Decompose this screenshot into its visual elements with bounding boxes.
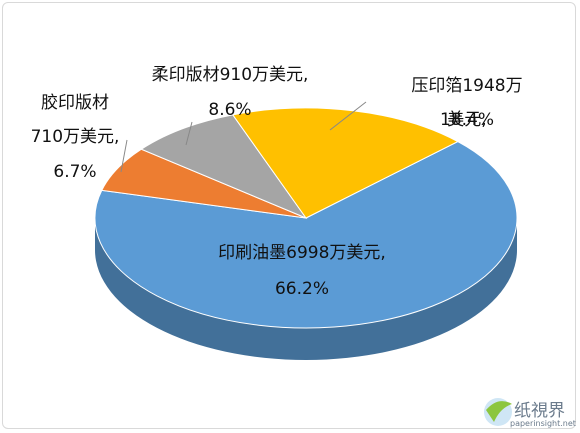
pie-slice [140, 114, 308, 220]
leader-line [329, 101, 367, 131]
logo-leaf [486, 401, 512, 422]
pie [94, 107, 518, 360]
data-label-value: 66.2% [274, 279, 330, 299]
pie-slice [231, 107, 459, 219]
data-label-name: 柔印版材910万美元, [151, 65, 309, 85]
leader-line [185, 121, 193, 146]
frame [2, 2, 576, 429]
data-label-name: 胶印版材 710万美元, [30, 93, 120, 147]
data-label-name: 压印箔1948万美元, [411, 76, 523, 130]
watermark-url: paperinsight.net [510, 419, 576, 428]
slice-side [95, 218, 517, 360]
data-label-value: 6.7% [53, 162, 97, 182]
data-label-value: 18.4% [439, 110, 495, 130]
leader-line [120, 139, 128, 173]
pie-slice [94, 141, 518, 329]
data-label-value: 8.6% [208, 100, 252, 120]
watermark: 纸視界 [514, 401, 565, 421]
data-label-name: 印刷油墨6998万美元, [218, 243, 386, 263]
